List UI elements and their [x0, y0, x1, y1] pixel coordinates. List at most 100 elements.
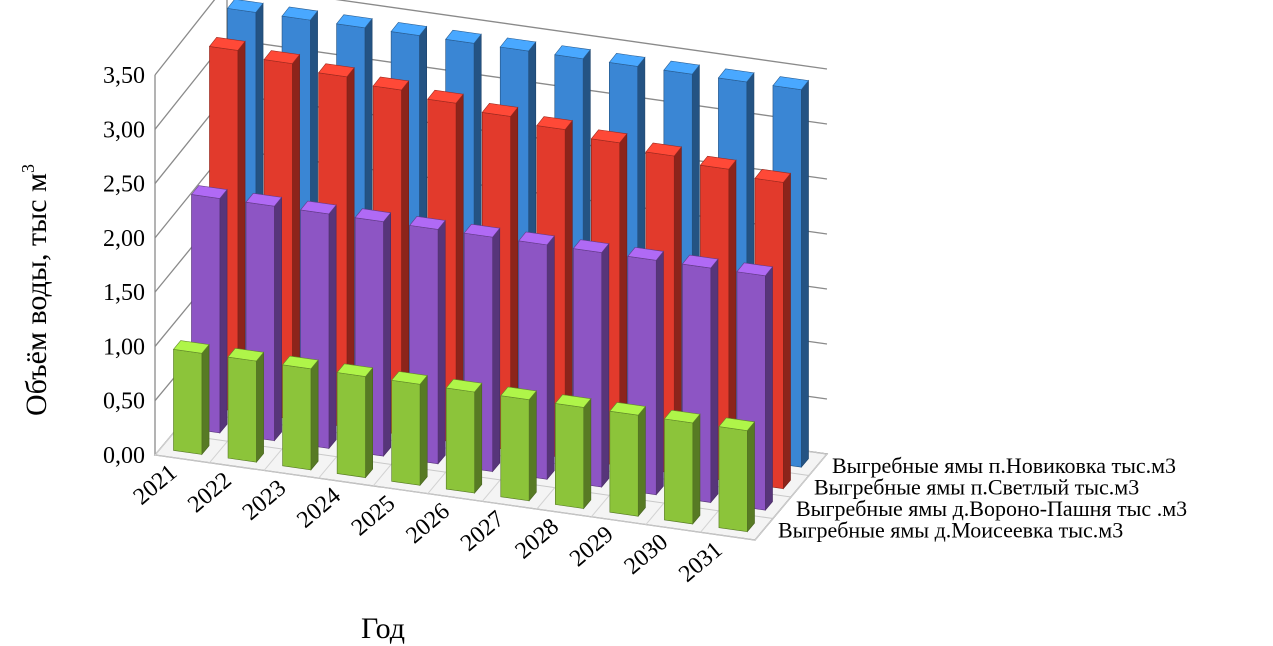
bar-top: [772, 76, 810, 90]
bar-front: [445, 387, 475, 494]
bar-top: [590, 129, 628, 144]
bar-top: [572, 239, 610, 253]
bar: [336, 363, 374, 479]
bar-side: [274, 196, 282, 442]
y-tick-label: 1,50: [103, 280, 145, 306]
bar-top: [536, 116, 573, 130]
bar-side: [383, 211, 391, 457]
bar-side: [474, 382, 483, 494]
x-tick-label: 2028: [510, 514, 563, 565]
gridline-back: [335, 0, 828, 70]
series-label: Выгребные ямы п.Новиковка тыс.м3: [832, 453, 1176, 478]
bar-side: [437, 219, 446, 465]
y-tick-label: 3,00: [103, 117, 145, 143]
bar-top: [427, 89, 464, 104]
bar-top: [336, 14, 373, 29]
bar-top: [754, 169, 792, 183]
bar-front: [227, 356, 257, 463]
x-axis-title: Год: [361, 612, 405, 645]
bar-side: [637, 405, 646, 518]
bar-side: [492, 227, 501, 473]
bar-top: [390, 22, 428, 36]
bar-side: [801, 79, 809, 469]
bar-side: [201, 343, 210, 456]
x-tick-label: 2026: [401, 498, 454, 549]
bar: [500, 386, 537, 502]
floor-category-line: [754, 453, 828, 541]
bar-top: [627, 247, 664, 261]
bar-top: [645, 142, 682, 157]
y-axis-title: Объём воды, тыс м3: [18, 164, 53, 416]
y-axis-title-superscript: 3: [18, 164, 38, 173]
bar-side: [765, 266, 773, 512]
x-tick-label: 2024: [292, 483, 345, 534]
bar-top: [281, 6, 319, 21]
bar-side: [419, 374, 428, 487]
y-tick-label: 2,00: [103, 226, 145, 252]
bar: [227, 348, 265, 463]
x-tick-label: 2031: [674, 537, 727, 588]
y-tick-label: 1,00: [103, 334, 145, 360]
x-tick-label: 2030: [620, 529, 673, 580]
bar-side: [310, 359, 319, 471]
bar-top: [300, 200, 337, 215]
bar-front: [391, 379, 421, 486]
bar-front: [609, 410, 639, 517]
bar-top: [499, 37, 537, 52]
bar-side: [655, 250, 664, 496]
x-tick-label: 2022: [183, 467, 236, 518]
bar-top: [681, 254, 719, 269]
bar-side: [219, 188, 228, 434]
bar-top: [372, 76, 410, 91]
bar-front: [718, 426, 748, 533]
bar-top: [718, 417, 756, 431]
y-tick-label: 0,00: [103, 443, 145, 469]
bar-top: [226, 0, 264, 13]
floor-line: [154, 454, 756, 541]
bar-top: [391, 371, 428, 385]
bar-front: [173, 348, 203, 455]
bar-side: [528, 390, 537, 502]
bar-top: [663, 60, 700, 75]
bar: [172, 340, 210, 456]
bar-side: [365, 366, 373, 479]
bar-top: [409, 216, 446, 230]
bar-top: [481, 103, 519, 117]
bar-side: [546, 235, 555, 481]
y-tick-label: 3,50: [103, 63, 145, 89]
bar-top: [245, 192, 283, 207]
series-label: Выгребные ямы п.Светлый тыс.м3: [814, 474, 1139, 499]
bar-top: [609, 402, 646, 416]
bar-side: [256, 351, 264, 463]
bar-front: [664, 418, 694, 525]
series-label: Выгребные ямы д.Вороно-Пашня тыс .м3: [796, 496, 1187, 521]
x-tick-label: 2023: [238, 475, 291, 526]
bar-front: [336, 372, 366, 478]
bar-top: [282, 355, 319, 370]
bar-top: [554, 394, 592, 408]
bar-front: [500, 395, 530, 502]
bar-top: [445, 29, 482, 44]
bar-side: [710, 258, 719, 504]
bar-top: [554, 45, 591, 60]
gridline-side: [154, 0, 216, 76]
bar-top: [663, 409, 701, 424]
bar-front: [555, 403, 584, 509]
bar-top: [336, 363, 374, 377]
bar: [282, 355, 319, 471]
bar-top: [318, 63, 355, 78]
bar-top: [172, 340, 210, 354]
bar-top: [263, 50, 301, 64]
bar-top: [190, 185, 228, 199]
series-labels: Выгребные ямы п.Новиковка тыс.м3Выгребны…: [778, 453, 1187, 543]
bar-side: [328, 204, 337, 450]
bar-top: [463, 223, 501, 238]
bar: [663, 409, 701, 525]
x-tick-label: 2025: [347, 490, 400, 541]
bar-top: [227, 348, 265, 362]
bar: [445, 378, 483, 494]
bar-top: [736, 262, 774, 277]
bar-side: [783, 172, 791, 490]
y-tick-labels: 0,00 0,50 1,00 1,50 2,00 2,50 3,00 3,50: [103, 63, 145, 469]
